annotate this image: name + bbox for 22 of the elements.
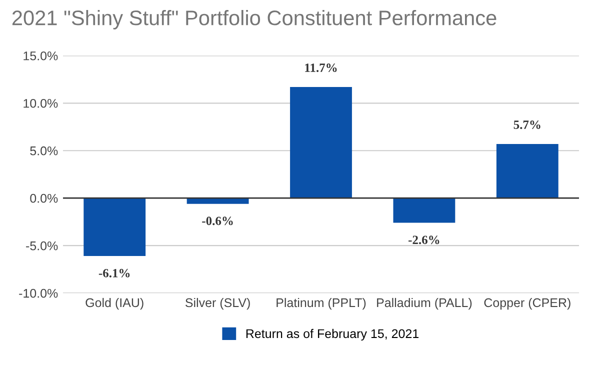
x-tick-label: Platinum (PPLT) [276,298,366,310]
x-tick-label: Gold (IAU) [86,298,144,310]
bar [393,198,456,223]
bar [84,198,146,256]
y-tick-label: 15.0% [24,51,58,60]
chart-title: 2021 "Shiny Stuff" Portfolio Constituent Performance [12,10,496,30]
y-tick-label: 5.0% [30,146,58,156]
x-tick-label: Palladium (PALL) [377,298,472,310]
data-label: -6.1% [98,268,130,278]
data-label: -0.6% [202,216,233,226]
y-tick-label: -5.0% [26,241,58,250]
bar [496,144,558,198]
x-tick-label: Silver (SLV) [185,298,250,310]
y-tick-label: 0.0% [30,194,58,203]
data-label: -2.6% [408,236,440,244]
y-tick-label: -10.0% [19,288,58,298]
y-tick-label: 10.0% [24,98,58,108]
data-label: 11.7% [305,64,337,72]
legend-label: Return as of February 15, 2021 [246,328,419,341]
x-tick-label: Copper (CPER) [484,298,570,310]
bar [290,86,352,198]
data-label: 5.7% [514,120,540,129]
